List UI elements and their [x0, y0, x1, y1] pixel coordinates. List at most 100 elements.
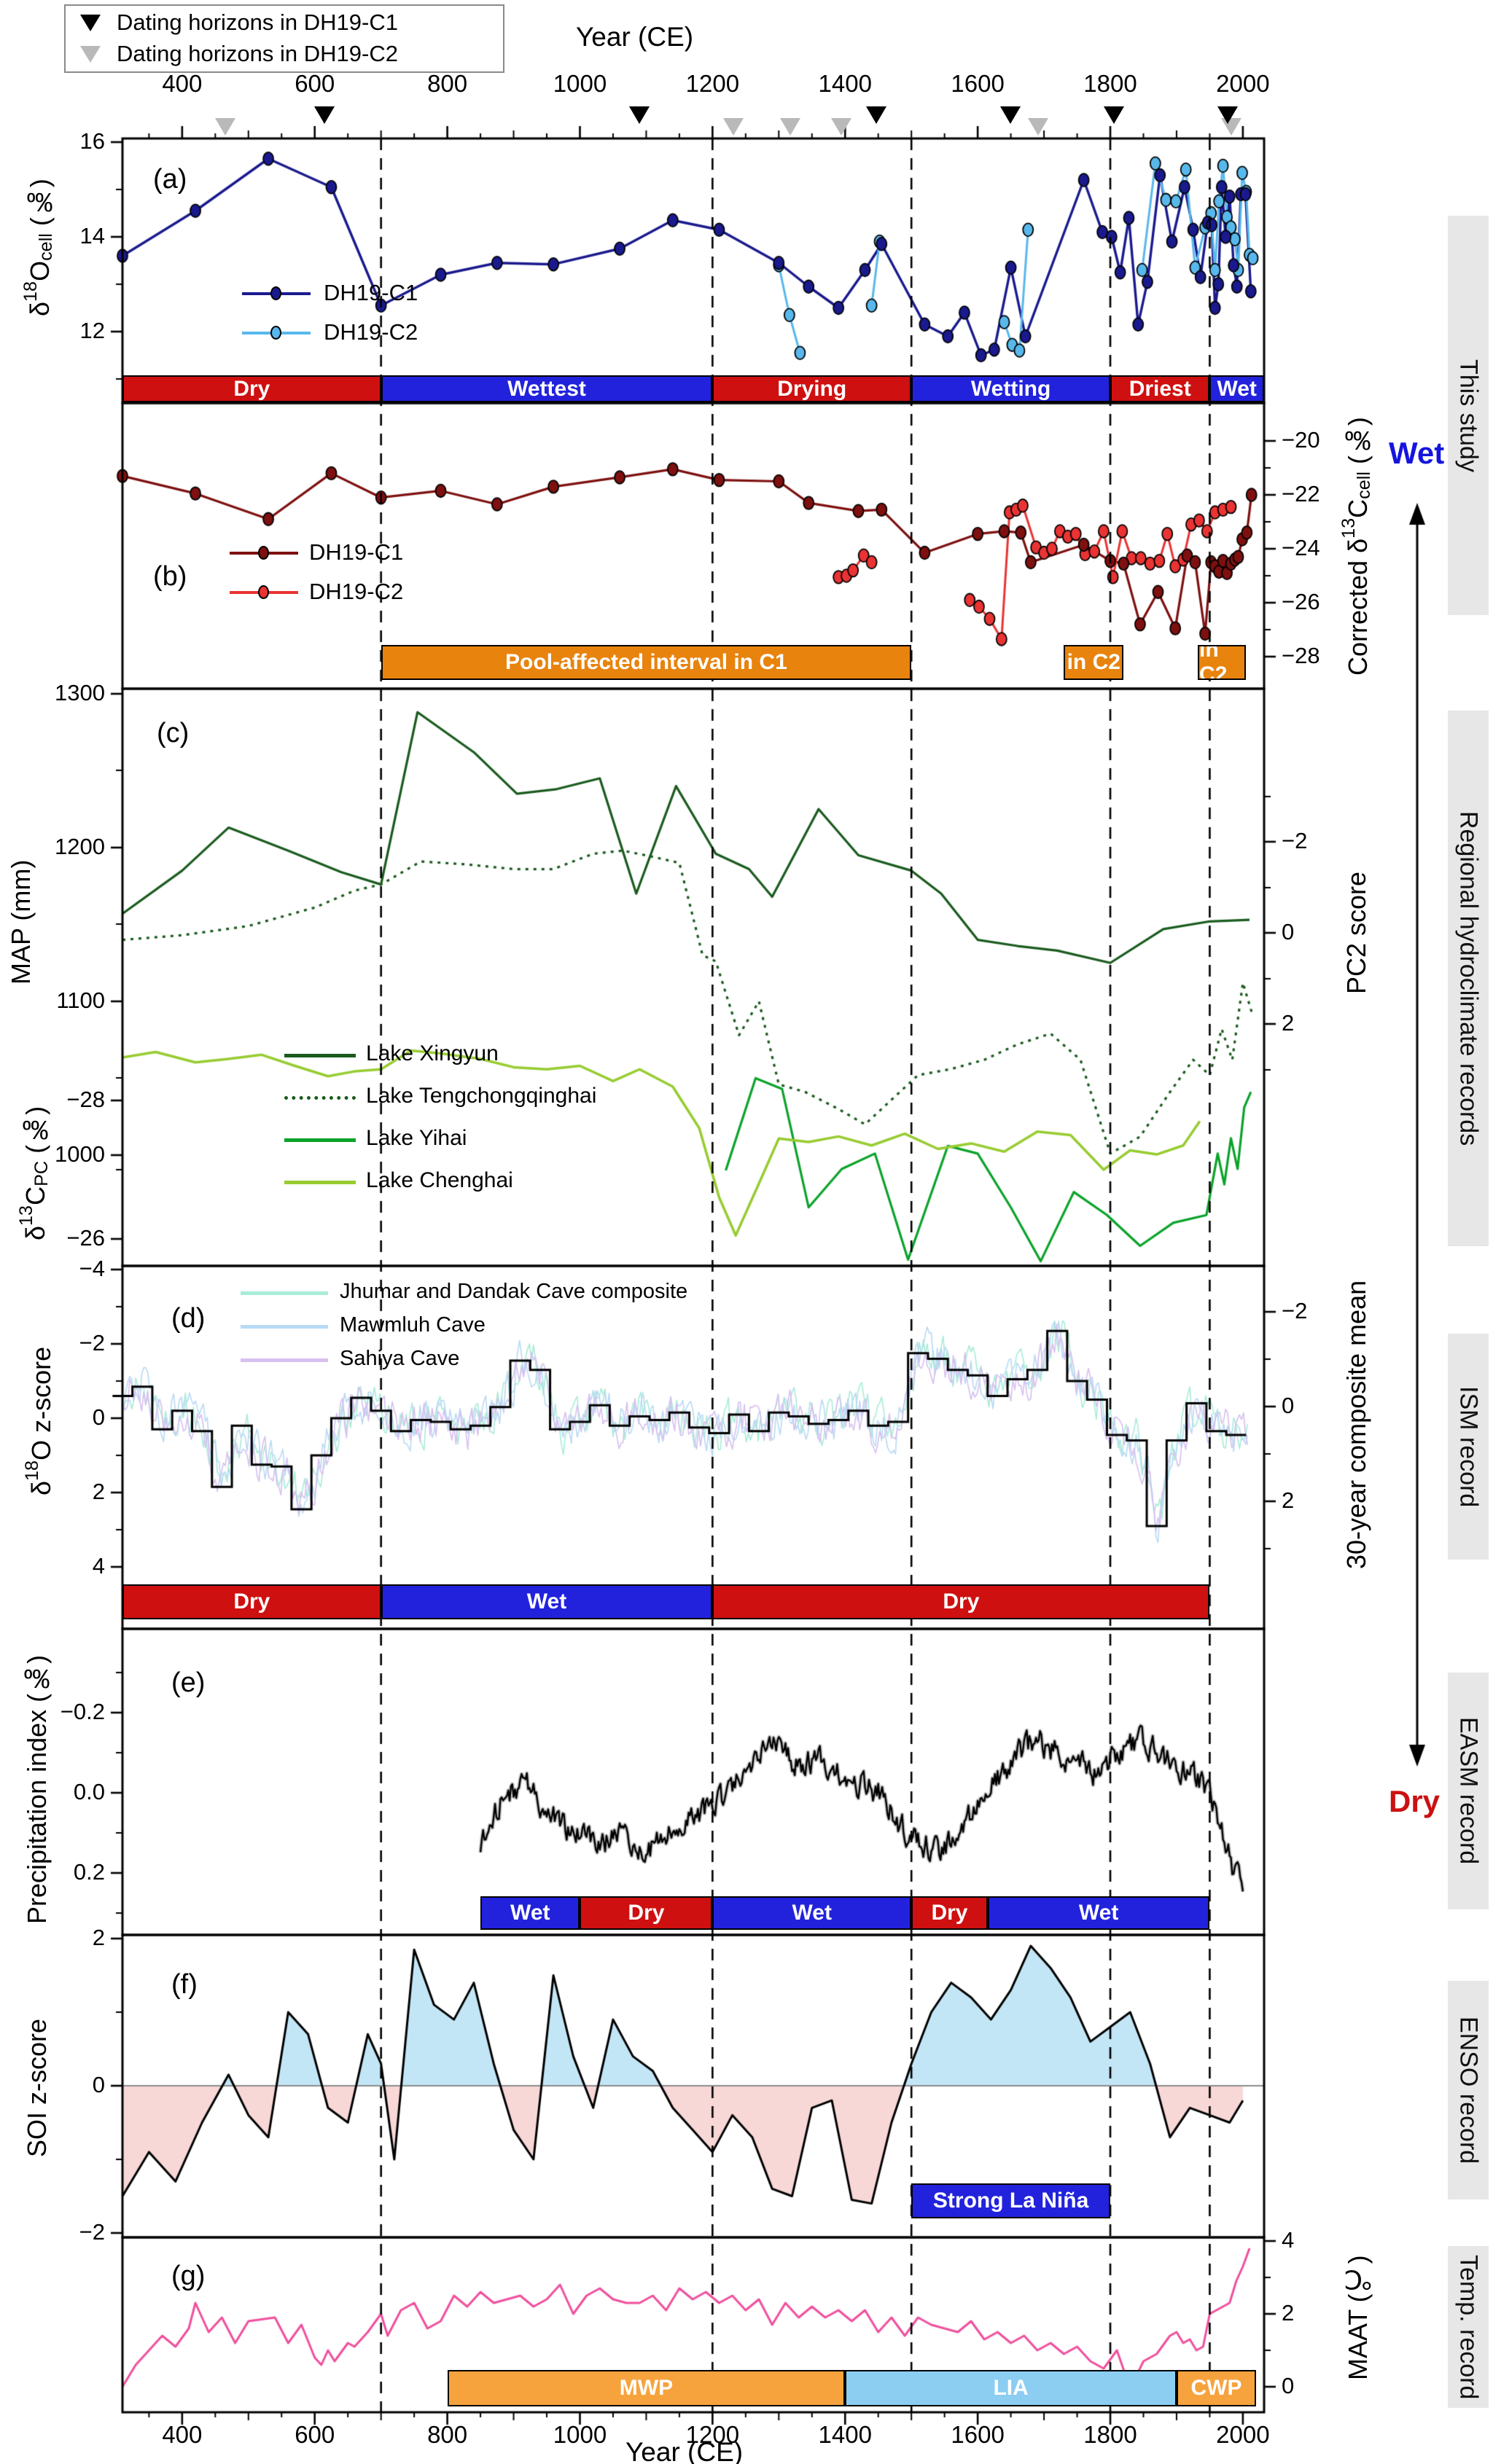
climate-phase-bar-label: Dry: [931, 1901, 968, 1925]
top-axis-year-label: 1000: [553, 70, 607, 97]
climate-phase-bar-label: Dry: [943, 1589, 980, 1614]
bottom-axis-year-label: 2000: [1216, 2421, 1270, 2448]
tick-label-e-left: 0.0: [73, 1779, 105, 1804]
bottom-axis-year-label: 1800: [1083, 2421, 1137, 2448]
climate-phase-bar-d-2: Dry: [712, 1584, 1210, 1619]
panel-f-letter: (f): [171, 1969, 198, 2000]
climate-phase-bar-e-2: Wet: [712, 1896, 912, 1930]
tick-label-b-right: −20: [1282, 427, 1320, 453]
legend-label-yihai: Lake Yihai: [366, 1126, 467, 1150]
tick-label-c-pc2-right: 0: [1282, 919, 1295, 944]
tick-label-e-left: −0.2: [60, 1699, 105, 1724]
climate-phase-bar-label: Wetting: [970, 376, 1051, 401]
tick-label-c-map-left: 1300: [55, 680, 105, 705]
climate-phase-bar-label: in C2: [1067, 650, 1120, 674]
tick-label-d-left: 4: [92, 1553, 105, 1579]
dry-direction-label: Dry: [1389, 1784, 1441, 1818]
dating-horizon-c1-marker-icon: [999, 106, 1021, 124]
legend-label-dh19c1-b: DH19-C1: [309, 539, 404, 565]
legend-label-chenghai: Lake Chenghai: [366, 1168, 513, 1192]
dating-horizon-c2-marker-icon: [830, 118, 851, 136]
tick-label-c-pc-left: −26: [66, 1225, 105, 1251]
record-category-box-1: Regional hydroclimate records: [1448, 711, 1489, 1246]
record-category-box-0: This study: [1448, 216, 1489, 615]
top-axis-title: Year (CE): [576, 22, 694, 52]
bottom-axis-year-label: 600: [295, 2421, 335, 2448]
tick-label-d-left: 2: [92, 1479, 105, 1504]
bottom-axis-year-label: 1600: [951, 2421, 1005, 2448]
climate-phase-bar-a-3: Wetting: [911, 375, 1110, 402]
tick-label-c-pc-left: −28: [66, 1087, 105, 1112]
tick-label-e-left: 0.2: [73, 1859, 105, 1885]
legend-label-sahiya: Sahiya Cave: [340, 1347, 460, 1370]
panel-d-right-axis-label: 30-year composite mean: [1341, 1280, 1371, 1570]
panel-e-letter: (e): [171, 1667, 206, 1698]
climate-phase-bar-label: CWP: [1190, 2376, 1242, 2400]
climate-phase-bar-b-1: in C2: [1064, 645, 1124, 680]
legend-label-jhumar: Jhumar and Dandak Cave composite: [340, 1280, 688, 1303]
climate-phase-bar-g-1: LIA: [845, 2370, 1177, 2406]
legend-label-xingyun: Lake Xingyun: [366, 1041, 499, 1065]
legend-label-dh19c2-b: DH19-C2: [309, 579, 404, 604]
climate-phase-bar-label: Driest: [1128, 376, 1191, 401]
legend-marker-dh19c1-a-icon: [270, 286, 281, 300]
legend-line-chenghai: [284, 1181, 356, 1184]
legend-line-mawmluh: [241, 1325, 328, 1329]
climate-phase-bar-label: Pool-affected interval in C1: [505, 650, 787, 674]
climate-phase-bar-label: Wettest: [507, 376, 586, 401]
tick-label-d-right: 2: [1282, 1487, 1295, 1513]
tick-label-a-left: 12: [79, 318, 105, 343]
top-axis-year-label: 1200: [685, 70, 740, 97]
legend-line-yihai: [284, 1138, 356, 1142]
tick-label-c-pc2-right: 2: [1282, 1010, 1295, 1036]
tick-label-g-right: 0: [1282, 2373, 1295, 2398]
climate-phase-bar-label: in C2: [1199, 645, 1228, 680]
top-axis-year-label: 600: [295, 70, 335, 97]
climate-phase-bar-label: Wet: [510, 1901, 550, 1925]
dating-horizon-c1-marker-icon: [1217, 106, 1238, 124]
panel-g-letter: (g): [171, 2261, 206, 2291]
tick-label-d-right: −2: [1282, 1298, 1308, 1323]
legend-line-sahiya: [241, 1358, 328, 1362]
dating-horizon-c1-marker-icon: [1103, 106, 1124, 124]
top-axis-year-label: 2000: [1216, 70, 1270, 97]
dating-horizon-c2-triangle-icon: [80, 46, 101, 63]
legend-label-mawmluh: Mawmluh Cave: [340, 1313, 486, 1337]
bottom-axis-title: Year (CE): [625, 2437, 744, 2464]
climate-phase-bar-label: Wet: [526, 1589, 567, 1614]
panel-c-letter: (c): [157, 718, 190, 748]
tick-label-f-left: 2: [92, 1925, 105, 1950]
climate-phase-bar-a-1: Wettest: [381, 375, 713, 402]
climate-phase-bar-d-1: Wet: [381, 1584, 713, 1619]
tick-label-c-map-left: 1100: [56, 987, 105, 1013]
bottom-axis-year-label: 400: [162, 2421, 203, 2448]
top-axis-year-label: 400: [162, 70, 203, 97]
climate-phase-bar-label: Dry: [628, 1901, 665, 1925]
climate-phase-bar-a-0: Dry: [122, 375, 381, 402]
tick-label-f-left: −2: [79, 2219, 105, 2245]
legend-marker-dh19c2-a-icon: [270, 326, 281, 340]
climate-phase-bar-a-5: Wet: [1209, 375, 1264, 402]
top-axis-year-label: 800: [427, 70, 468, 97]
climate-phase-bar-e-1: Dry: [580, 1896, 713, 1930]
climate-phase-bar-b-2: in C2: [1198, 645, 1247, 680]
climate-phase-bar-g-2: CWP: [1176, 2370, 1257, 2406]
climate-phase-bar-label: Dry: [233, 376, 270, 401]
dating-horizon-c1-marker-icon: [629, 106, 650, 124]
legend-label-dh19c2-a: DH19-C2: [324, 319, 418, 345]
climate-phase-bar-g-0: MWP: [447, 2370, 846, 2406]
tick-label-c-pc2-right: −2: [1282, 828, 1308, 853]
record-category-box-4: ENSO record: [1448, 1981, 1489, 2199]
dating-horizon-c2-marker-icon: [1027, 118, 1048, 136]
legend-label-tengchongqinghai: Lake Tengchongqinghai: [366, 1084, 597, 1108]
climate-phase-bar-label: Wet: [1217, 376, 1257, 401]
wet-direction-label: Wet: [1389, 436, 1445, 470]
climate-phase-bar-d-0: Dry: [122, 1584, 381, 1619]
climate-phase-bar-e-3: Dry: [911, 1896, 988, 1930]
climate-phase-bar-a-2: Drying: [712, 375, 912, 402]
legend-marker-dh19c2-b-icon: [258, 585, 269, 599]
panel-d-letter: (d): [171, 1303, 206, 1334]
legend-marker-dh19c1-b-icon: [258, 546, 269, 560]
record-category-box-3: EASM record: [1448, 1673, 1489, 1909]
